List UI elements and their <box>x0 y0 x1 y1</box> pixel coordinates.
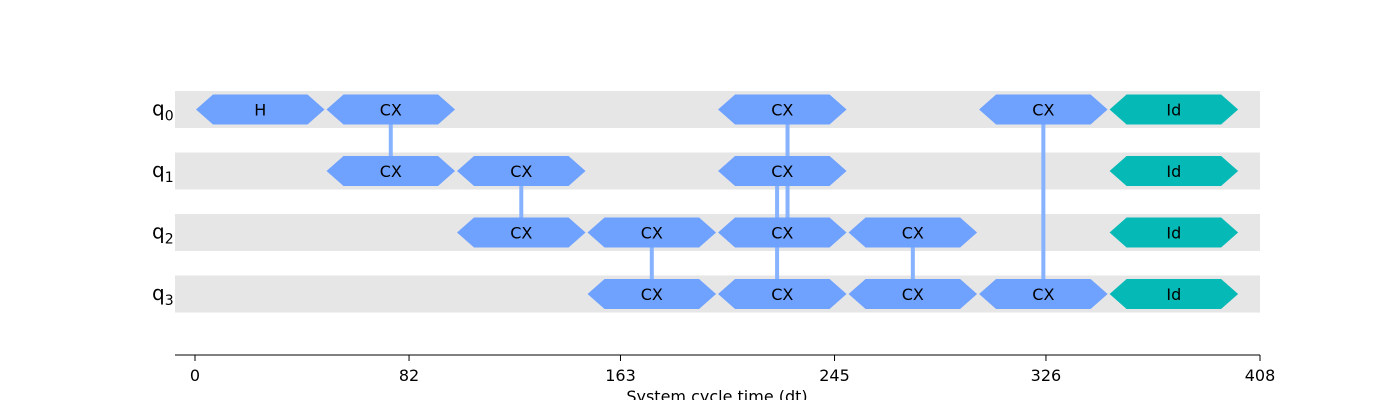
gate-label-q2-13: Id <box>1166 224 1181 243</box>
gate-label-q0-1: CX <box>380 101 402 120</box>
x-axis: 0 82 163 245 326 408 System cycle time (dt) <box>175 354 1275 400</box>
gate-shape-q2-10 <box>587 217 717 248</box>
x-axis-ticks: 0 82 163 245 326 408 <box>190 355 1275 385</box>
x-tick-label-0: 0 <box>190 366 200 385</box>
gate-shape-q3-16 <box>848 279 978 309</box>
gate-shape-q3-14 <box>587 279 717 309</box>
x-tick-label-2: 163 <box>605 366 636 385</box>
x-tick-label-1: 82 <box>399 366 419 385</box>
gate-label-q1-5: CX <box>380 162 402 181</box>
qubit-lanes <box>175 91 1260 313</box>
gate-label-q2-11: CX <box>771 224 793 243</box>
x-tick-label-5: 408 <box>1245 366 1276 385</box>
gate-label-q1-6: CX <box>510 162 532 181</box>
gate-shape-q0-0 <box>196 94 325 125</box>
gates: H CX CX CX Id CX CX CX Id CX CX CX CX Id CX CX CX CX Id <box>196 94 1239 309</box>
gate-label-q3-18: Id <box>1166 285 1181 304</box>
gate-shape-q1-6 <box>457 156 586 186</box>
x-tick-label-3: 245 <box>819 366 850 385</box>
gate-label-q2-10: CX <box>641 224 663 243</box>
gate-shape-q2-13 <box>1109 217 1239 248</box>
gate-label-q0-3: CX <box>1032 101 1054 120</box>
qubit-label-3: q3 <box>152 281 174 309</box>
gate-shape-q1-7 <box>718 156 847 186</box>
gate-shape-q0-3 <box>979 94 1108 125</box>
gate-shape-q2-9 <box>457 217 586 248</box>
gate-shape-q3-17 <box>979 279 1108 309</box>
gate-label-q3-15: CX <box>771 285 793 304</box>
gate-shape-q2-11 <box>718 217 847 248</box>
gate-label-q2-9: CX <box>510 224 532 243</box>
gate-label-q3-17: CX <box>1032 285 1054 304</box>
x-axis-label: System cycle time (dt) <box>626 387 807 400</box>
gate-label-q1-8: Id <box>1166 162 1181 181</box>
gate-shape-q3-18 <box>1109 279 1239 309</box>
qubit-label-2: q2 <box>152 220 174 248</box>
gate-label-q0-4: Id <box>1166 101 1181 120</box>
gate-shape-q1-5 <box>326 156 456 186</box>
gate-links <box>388 109 1046 294</box>
gate-shape-q3-15 <box>718 279 847 309</box>
gate-label-q0-0: H <box>254 101 266 120</box>
gate-label-q0-2: CX <box>771 101 793 120</box>
qubit-lane-2 <box>175 214 1260 251</box>
gate-label-q2-12: CX <box>902 224 924 243</box>
gate-shape-q0-1 <box>326 94 456 125</box>
qubit-label-1: q1 <box>152 158 174 186</box>
qubit-labels: q0 q1 q2 q3 <box>152 97 174 310</box>
gate-shape-q1-8 <box>1109 156 1239 186</box>
gate-label-q1-7: CX <box>771 162 793 181</box>
gate-shape-q2-12 <box>848 217 978 248</box>
gate-shape-q0-4 <box>1109 94 1239 125</box>
gate-label-q3-14: CX <box>641 285 663 304</box>
x-tick-label-4: 326 <box>1031 366 1062 385</box>
gate-shape-q0-2 <box>718 94 847 125</box>
qubit-label-0: q0 <box>152 97 174 125</box>
gate-label-q3-16: CX <box>902 285 924 304</box>
